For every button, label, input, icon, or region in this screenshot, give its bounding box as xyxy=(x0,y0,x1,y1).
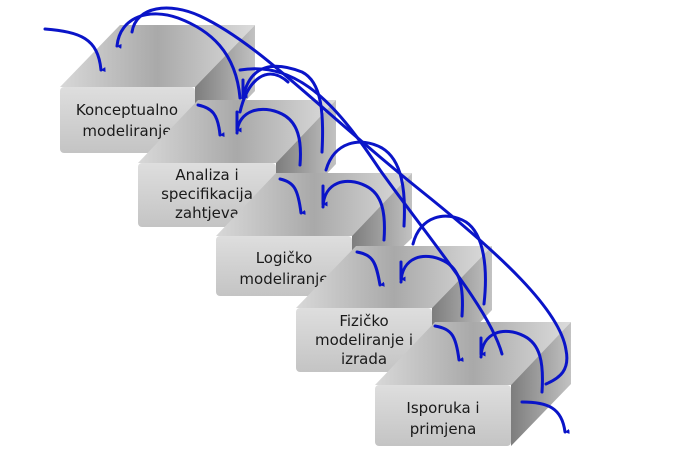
exit-arrow xyxy=(520,400,570,434)
feedback-loop xyxy=(324,140,406,228)
box-front-face xyxy=(216,236,352,296)
feedback-loop xyxy=(321,179,386,242)
long-feedback-loop xyxy=(130,6,569,386)
flow-arrows xyxy=(43,6,570,434)
stage-label-line: izrada xyxy=(341,350,387,368)
stage-label-line: Analiza i xyxy=(175,166,238,184)
feedback-loop xyxy=(238,72,290,114)
entry-arrow xyxy=(43,27,106,73)
stage-label-line: Fizičko xyxy=(339,312,388,330)
box-top-face xyxy=(216,173,412,236)
stage-label-line: zahtjeva xyxy=(175,204,239,222)
stage-label-line: modeliranje i xyxy=(315,331,413,349)
stage-label-line: modeliranje xyxy=(239,270,328,288)
feedback-loop xyxy=(411,214,487,306)
box-front-face xyxy=(296,308,432,372)
stage-boxes: Konceptualno modeliranje Analiza i speci… xyxy=(60,25,571,446)
long-feedback-loop xyxy=(238,67,504,356)
stage-label-line: modeliranje xyxy=(82,122,171,140)
stage-label-line: Isporuka i xyxy=(406,399,479,417)
box-top-face xyxy=(375,322,571,385)
stage-label-line: specifikacija xyxy=(161,185,253,203)
stage-label-line: primjena xyxy=(410,420,477,438)
stage-box-logicko: Logičko modeliranje xyxy=(216,173,412,296)
stage-box-isporuka: Isporuka i primjena xyxy=(375,322,571,446)
feedback-loop xyxy=(115,12,242,100)
forward-arrow xyxy=(278,177,306,215)
box-top-face xyxy=(60,25,255,87)
forward-arrow xyxy=(355,250,385,287)
forward-arrow xyxy=(196,103,225,138)
forward-arrow xyxy=(433,324,464,362)
feedback-loop xyxy=(399,254,464,318)
box-front-face xyxy=(375,385,511,446)
feedback-loop xyxy=(235,107,302,167)
stage-label-line: Konceptualno xyxy=(76,101,178,119)
feedback-loop xyxy=(241,64,325,154)
feedback-loop xyxy=(479,329,544,394)
box-front-face xyxy=(60,87,195,153)
stage-label-line: Logičko xyxy=(256,249,313,267)
